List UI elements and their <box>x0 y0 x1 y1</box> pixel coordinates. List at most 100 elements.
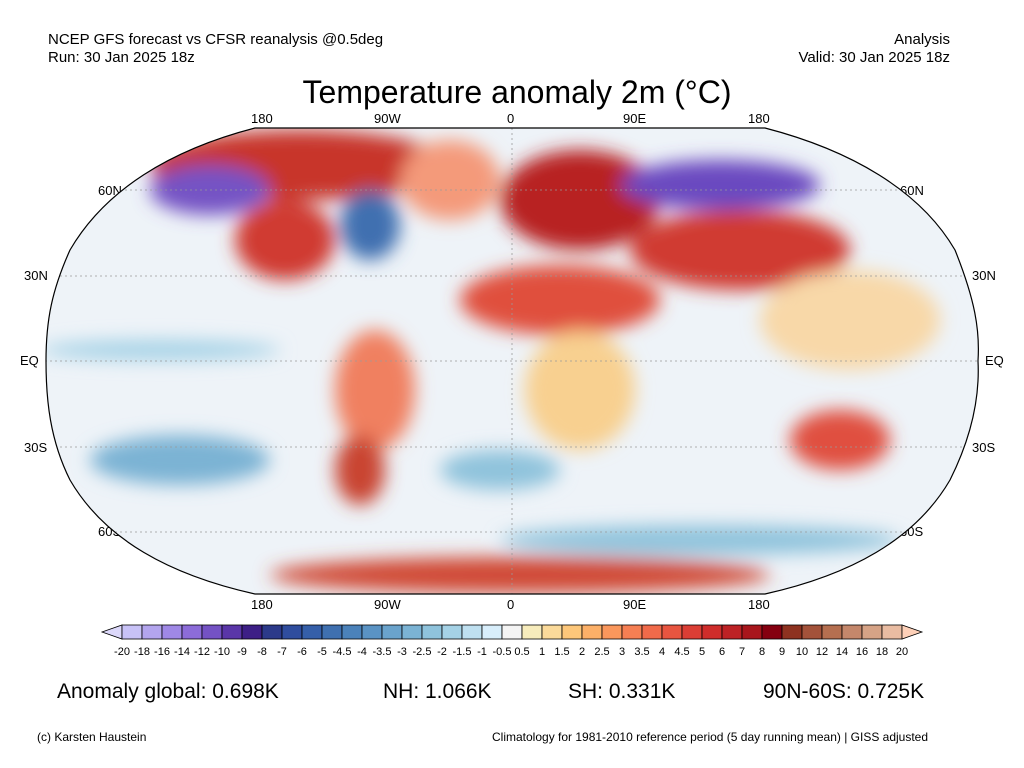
colorbar-swatch <box>861 624 883 640</box>
colorbar-tick-label: 4.5 <box>674 646 690 658</box>
colorbar-tick-label: 14 <box>835 646 849 658</box>
colorbar-swatch <box>561 624 583 640</box>
colorbar-tick-label: 8 <box>758 646 766 658</box>
colorbar-tick-label: 2 <box>578 646 586 658</box>
colorbar-swatch <box>361 624 383 640</box>
colorbar-tick-label: 16 <box>855 646 869 658</box>
colorbar-tick-label: -18 <box>134 646 150 658</box>
colorbar-tick-label: -16 <box>154 646 170 658</box>
colorbar-swatch <box>181 624 203 640</box>
lat-label-left: 60N <box>98 183 122 198</box>
lon-label-top: 90E <box>623 111 647 126</box>
climatology-note: Climatology for 1981-2010 reference peri… <box>492 730 929 744</box>
map-title: Temperature anomaly 2m (°C) <box>302 74 732 110</box>
colorbar <box>100 624 924 640</box>
anomaly-field <box>46 128 979 594</box>
colorbar-swatch <box>821 624 843 640</box>
colorbar-high-arrow <box>901 624 924 640</box>
lat-label-right: EQ <box>985 353 1004 368</box>
lat-label-right: 30N <box>972 268 996 283</box>
colorbar-swatch <box>321 624 343 640</box>
colorbar-swatch <box>481 624 503 640</box>
colorbar-tick-label: 2.5 <box>594 646 610 658</box>
colorbar-swatch <box>341 624 363 640</box>
lon-label-top: 180 <box>251 111 273 126</box>
lon-label-top: 180 <box>748 111 770 126</box>
colorbar-tick-label: 20 <box>895 646 909 658</box>
colorbar-tick-label: 18 <box>875 646 889 658</box>
run-time: Run: 30 Jan 2025 18z <box>48 49 195 66</box>
colorbar-tick-label: 0.5 <box>514 646 530 658</box>
colorbar-tick-label: -7 <box>277 646 287 658</box>
lon-label-bottom: 90E <box>623 597 647 612</box>
colorbar-tick-label: 10 <box>795 646 809 658</box>
colorbar-tick-label: 9 <box>778 646 786 658</box>
lon-label-top: 90W <box>374 111 401 126</box>
analysis-label: Analysis <box>894 31 950 48</box>
lon-label-bottom: 0 <box>507 597 515 612</box>
colorbar-swatch <box>261 624 283 640</box>
lon-label-bottom: 180 <box>748 597 770 612</box>
colorbar-swatch <box>521 624 543 640</box>
colorbar-tick-label: -6 <box>297 646 307 658</box>
colorbar-tick-label: -2.5 <box>412 646 432 658</box>
colorbar-tick-label: 12 <box>815 646 829 658</box>
colorbar-tick-label: 6 <box>718 646 726 658</box>
colorbar-swatch <box>621 624 643 640</box>
colorbar-tick-label: -10 <box>214 646 230 658</box>
colorbar-tick-label: 7 <box>738 646 746 658</box>
colorbar-swatch <box>301 624 323 640</box>
colorbar-swatch <box>701 624 723 640</box>
valid-time: Valid: 30 Jan 2025 18z <box>798 49 950 66</box>
colorbar-swatch <box>201 624 223 640</box>
colorbar-swatch <box>241 624 263 640</box>
colorbar-tick-label: -3 <box>397 646 407 658</box>
colorbar-swatch <box>581 624 603 640</box>
colorbar-tick-label: 5 <box>698 646 706 658</box>
copyright: (c) Karsten Haustein <box>37 730 147 744</box>
colorbar-tick-label: 1 <box>538 646 546 658</box>
colorbar-swatch <box>661 624 683 640</box>
colorbar-swatch <box>141 624 163 640</box>
colorbar-swatch <box>281 624 303 640</box>
sh-anomaly: SH: 0.331K <box>568 680 676 703</box>
model-title: NCEP GFS forecast vs CFSR reanalysis @0.… <box>48 31 384 48</box>
colorbar-swatch <box>401 624 423 640</box>
colorbar-tick-label: 3 <box>618 646 626 658</box>
colorbar-tick-label: -4.5 <box>332 646 352 658</box>
colorbar-swatch <box>161 624 183 640</box>
colorbar-tick-label: 1.5 <box>554 646 570 658</box>
colorbar-tick-label: 3.5 <box>634 646 650 658</box>
lon-label-bottom: 180 <box>251 597 273 612</box>
colorbar-tick-label: -0.5 <box>492 646 512 658</box>
colorbar-swatch <box>761 624 783 640</box>
colorbar-swatch <box>681 624 703 640</box>
colorbar-swatch <box>421 624 443 640</box>
colorbar-tick-label: -8 <box>257 646 267 658</box>
colorbar-tick-label: -1 <box>477 646 487 658</box>
colorbar-swatch <box>881 624 903 640</box>
colorbar-swatch <box>721 624 743 640</box>
lat-label-left: EQ <box>20 353 39 368</box>
lon-label-top: 0 <box>507 111 515 126</box>
colorbar-tick-label: -20 <box>114 646 130 658</box>
lat-label-left: 30N <box>24 268 48 283</box>
colorbar-swatch <box>841 624 863 640</box>
colorbar-tick-label: -1.5 <box>452 646 472 658</box>
colorbar-swatch <box>221 624 243 640</box>
colorbar-swatch <box>121 624 143 640</box>
colorbar-swatch <box>501 624 523 640</box>
colorbar-swatch <box>441 624 463 640</box>
colorbar-swatch <box>781 624 803 640</box>
lat-label-right: 30S <box>972 440 996 455</box>
lon-label-bottom: 90W <box>374 597 401 612</box>
colorbar-swatch <box>641 624 663 640</box>
nh-anomaly: NH: 1.066K <box>383 680 492 703</box>
colorbar-low-arrow <box>100 624 123 640</box>
colorbar-tick-label: -5 <box>317 646 327 658</box>
colorbar-tick-label: -3.5 <box>372 646 392 658</box>
colorbar-swatch <box>461 624 483 640</box>
colorbar-swatch <box>741 624 763 640</box>
colorbar-swatch <box>541 624 563 640</box>
